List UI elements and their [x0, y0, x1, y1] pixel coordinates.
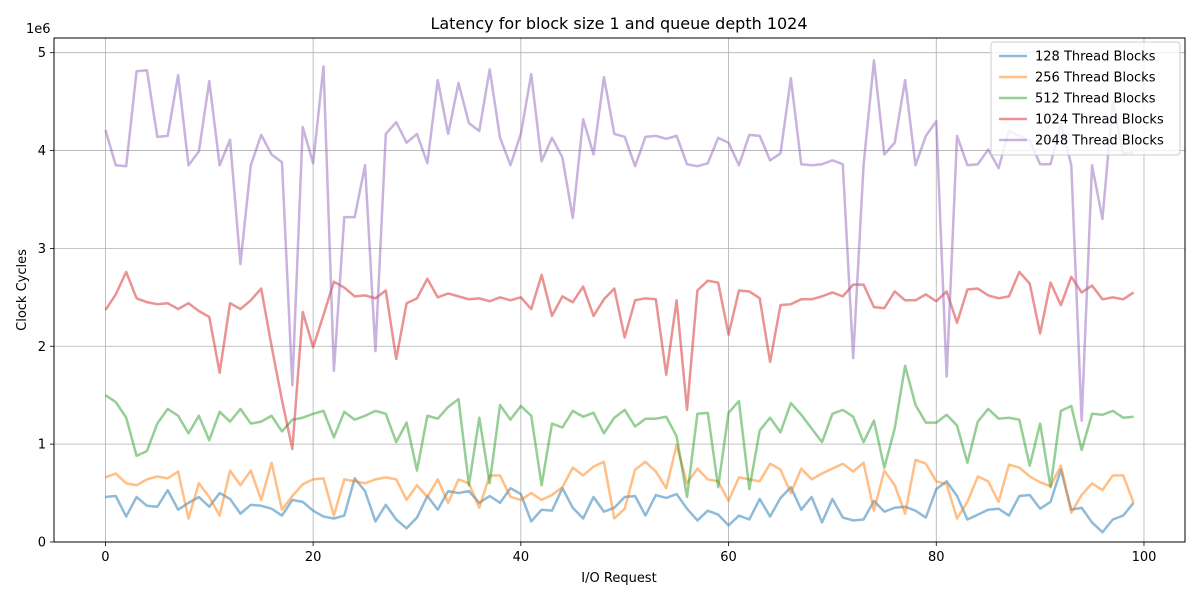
series-line-2048-thread-blocks: [104, 59, 1134, 422]
x-tick-label: 100: [1132, 550, 1157, 565]
y-tick-label: 3: [38, 242, 46, 257]
x-axis-title: I/O Request: [581, 571, 656, 586]
x-tick-label: 60: [720, 550, 737, 565]
y-tick-label: 4: [38, 144, 46, 159]
legend-label: 256 Thread Blocks: [1035, 71, 1156, 86]
series-line-256-thread-blocks: [104, 443, 1135, 520]
legend-item: 256 Thread Blocks: [999, 71, 1156, 86]
x-tick-label: 20: [305, 550, 322, 565]
plot-frame: [53, 37, 1186, 543]
legend-label: 128 Thread Blocks: [1035, 50, 1156, 65]
y-axis-title: Clock Cycles: [15, 249, 30, 331]
y-axis-offset-label: 1e6: [26, 22, 51, 37]
legend: 128 Thread Blocks 256 Thread Blocks 512 Th…: [990, 41, 1181, 156]
series-line-512-thread-blocks: [104, 364, 1134, 499]
legend-item: 2048 Thread Blocks: [999, 134, 1164, 149]
legend-item: 128 Thread Blocks: [999, 50, 1156, 65]
y-tick-label: 1: [38, 438, 46, 453]
legend-label: 1024 Thread Blocks: [1035, 113, 1164, 128]
legend-item: 1024 Thread Blocks: [999, 113, 1164, 128]
legend-box: [990, 41, 1181, 156]
x-tick-label: 40: [513, 550, 530, 565]
y-tick-label: 0: [38, 536, 46, 551]
legend-item: 512 Thread Blocks: [999, 92, 1156, 107]
x-tick-label: 0: [101, 550, 109, 565]
y-tick-label: 5: [38, 46, 46, 61]
legend-label: 512 Thread Blocks: [1035, 92, 1156, 107]
x-tick-label: 80: [928, 550, 945, 565]
series-line-128-thread-blocks: [105, 468, 1135, 534]
axis-ticks: 0 20 40 60 80 100 0 1 2 3 4 5: [38, 46, 1157, 565]
y-tick-label: 2: [38, 340, 46, 355]
legend-label: 2048 Thread Blocks: [1035, 134, 1164, 149]
chart-title: Latency for block size 1 and queue depth…: [430, 14, 807, 33]
series-lines: [104, 59, 1135, 534]
series-line-1024-thread-blocks: [104, 270, 1135, 451]
